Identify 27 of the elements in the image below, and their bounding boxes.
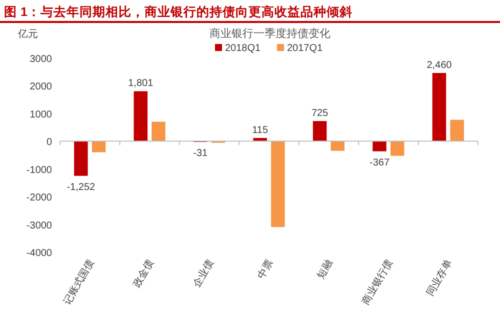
x-tick-label: 记账式国债: [61, 258, 96, 307]
legend-label: 2017Q1: [287, 43, 324, 54]
x-tick-label: 企业债: [190, 258, 216, 290]
chart-subtitle: 商业银行一季度持债变化: [210, 27, 330, 40]
x-tick-label: 政金债: [130, 258, 156, 290]
y-tick-label: 3000: [30, 54, 52, 65]
data-label: 1,801: [128, 78, 154, 90]
y-axis-title: 亿元: [17, 29, 38, 40]
legend-label: 2018Q1: [225, 43, 262, 54]
data-label: 2,460: [426, 60, 452, 71]
y-tick-label: 0: [46, 137, 52, 148]
x-tick-label: 中票: [255, 258, 276, 281]
data-label: -31: [193, 148, 208, 159]
data-label: -1,252: [66, 182, 96, 193]
data-label: 725: [311, 108, 329, 120]
y-tick-label: -2000: [26, 192, 52, 204]
y-tick-label: -1000: [26, 164, 52, 176]
data-label: -367: [369, 157, 390, 168]
y-tick-label: -3000: [26, 220, 52, 232]
data-label: 115: [252, 124, 268, 136]
chart-title: 图 1：与去年同期相比，商业银行的持债向更高收益品种倾斜: [4, 4, 352, 19]
x-tick-label: 商业银行债: [360, 258, 396, 307]
x-tick-label: 同业存单: [424, 258, 455, 298]
y-tick-label: -4000: [26, 248, 52, 259]
x-tick-label: 短融: [314, 258, 336, 281]
y-tick-label: 1000: [30, 109, 52, 120]
y-tick-label: 2000: [30, 82, 52, 93]
